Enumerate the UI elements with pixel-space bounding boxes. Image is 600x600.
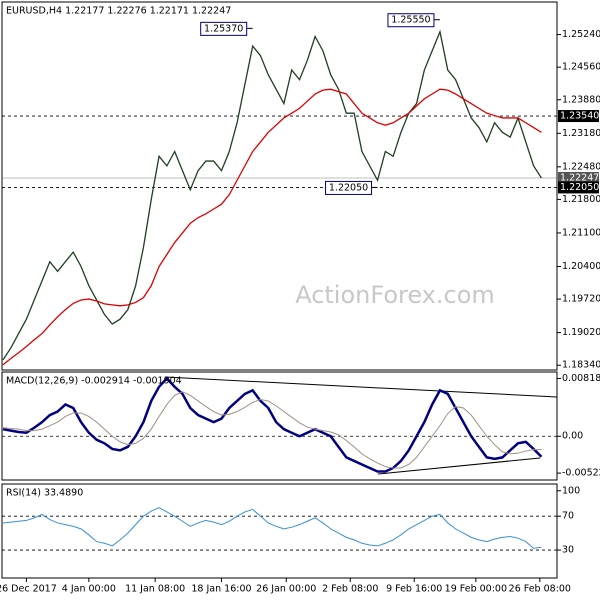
y-tick-label: 1.19020	[562, 327, 600, 338]
y-tick-label: 1.25240	[562, 29, 600, 40]
annotation-label: 1.25550	[391, 15, 430, 26]
y-tick-label: 1.20400	[562, 261, 600, 272]
series-line	[2, 376, 543, 473]
x-tick-label: 9 Feb 16:00	[386, 584, 442, 595]
x-tick-label: 26 Jan 00:00	[256, 584, 316, 595]
annotation-box	[387, 13, 435, 28]
panel-title: RSI(14) 33.4890	[6, 488, 83, 499]
x-tick-label: 2 Feb 08:00	[322, 584, 378, 595]
y-tick-label: 1.23880	[562, 94, 600, 105]
level-label: 1.23540	[560, 111, 599, 122]
y-tick-label: 100	[562, 485, 580, 496]
y-tick-label: 30	[562, 545, 574, 556]
level-box	[558, 181, 599, 194]
panel-frame	[1, 1, 558, 371]
y-tick-label: 70	[562, 511, 574, 522]
level-label: 1.22050	[560, 182, 599, 193]
x-tick-label: 26 Dec 2017	[0, 584, 57, 595]
panel-frame	[1, 371, 558, 481]
panel-title: EURUSD,H4 1.22177 1.22276 1.22171 1.2224…	[6, 6, 231, 17]
macd-trendline	[377, 457, 541, 475]
y-tick-label: 1.21800	[562, 194, 600, 205]
y-tick-label: 0.008182	[562, 373, 600, 384]
series-line	[2, 507, 542, 549]
y-tick-label: 0.00	[562, 431, 583, 442]
x-tick-label: 11 Jan 08:00	[125, 584, 185, 595]
series-line	[2, 391, 542, 469]
y-tick-label: 1.21100	[562, 227, 600, 238]
y-tick-label: 1.19720	[562, 294, 600, 305]
annotation-label: 1.25370	[204, 23, 243, 34]
level-box	[558, 110, 599, 123]
x-tick-label: 26 Feb 08:00	[509, 584, 571, 595]
level-box	[558, 171, 599, 184]
x-tick-label: 4 Jan 00:00	[62, 584, 116, 595]
watermark: ActionForex.com	[295, 281, 495, 309]
x-tick-label: 18 Jan 16:00	[191, 584, 251, 595]
x-tick-label: 19 Feb 00:00	[445, 584, 507, 595]
level-label: 1.22247	[560, 172, 599, 183]
y-tick-label: 1.18340	[562, 360, 600, 371]
y-tick-label: 1.24560	[562, 62, 600, 73]
y-tick-label: 1.22480	[562, 161, 600, 172]
y-tick-label: -0.005223	[562, 468, 600, 479]
panel-frame	[1, 483, 558, 579]
y-tick-label: 1.23180	[562, 128, 600, 139]
series-line	[2, 29, 542, 361]
annotation-label: 1.22050	[329, 182, 368, 193]
annotation-box	[200, 21, 248, 36]
macd-trendline	[164, 376, 558, 398]
panel-title: MACD(12,26,9) -0.002914 -0.001904	[6, 376, 182, 387]
annotation-box	[325, 180, 373, 195]
series-line	[2, 88, 542, 366]
